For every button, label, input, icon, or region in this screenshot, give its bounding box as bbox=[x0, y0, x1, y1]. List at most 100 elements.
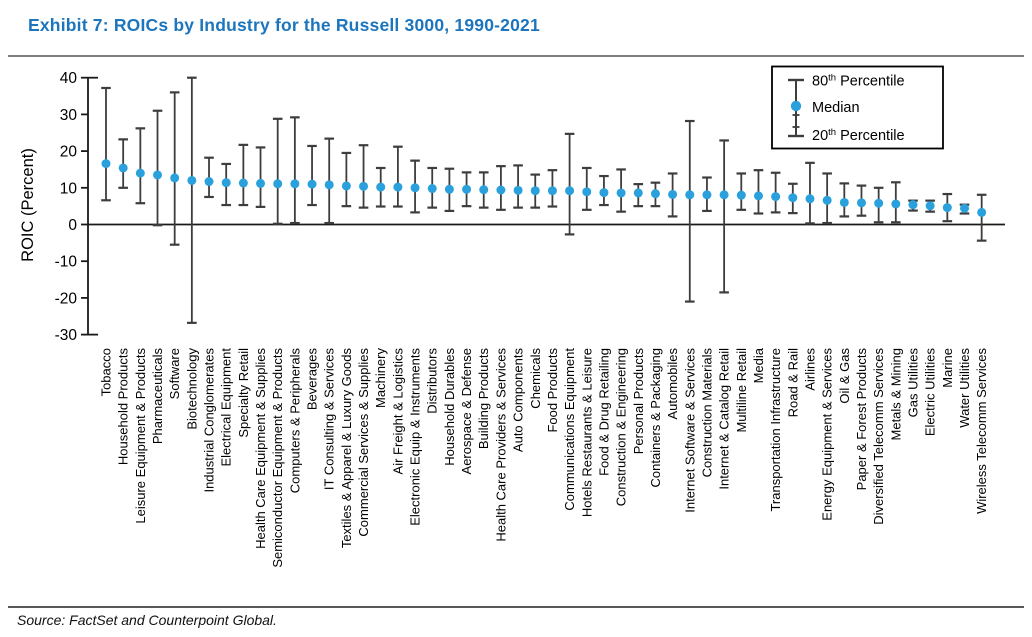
median-point bbox=[479, 185, 489, 195]
x-category-label: Electronic Equip & Instruments bbox=[408, 348, 423, 526]
x-category-label: Pharmaceuticals bbox=[150, 348, 165, 445]
error-bar bbox=[770, 171, 781, 214]
median-point bbox=[874, 198, 884, 208]
legend-label: Median bbox=[812, 100, 860, 116]
x-category-label: Electrical Equipment bbox=[219, 348, 234, 467]
error-bar bbox=[496, 165, 506, 211]
x-category-label: Multiline Retail bbox=[734, 348, 749, 433]
median-point bbox=[187, 175, 197, 185]
median-point bbox=[788, 193, 798, 203]
error-bar bbox=[238, 143, 249, 207]
median-point bbox=[771, 192, 781, 202]
error-bar bbox=[204, 156, 214, 199]
error-bar bbox=[942, 192, 953, 223]
error-bar bbox=[221, 162, 231, 207]
error-bar bbox=[410, 159, 420, 214]
x-category-label: Paper & Forest Products bbox=[854, 348, 869, 491]
error-bar bbox=[788, 182, 798, 215]
error-bar bbox=[513, 164, 523, 209]
error-bar bbox=[581, 166, 592, 211]
median-point bbox=[376, 182, 386, 192]
median-point bbox=[805, 194, 815, 204]
x-category-label: Construction Materials bbox=[699, 348, 714, 478]
median-point bbox=[238, 178, 248, 188]
x-category-label: Household Durables bbox=[442, 348, 457, 466]
x-category-label: Electric Utilities bbox=[923, 348, 938, 437]
y-tick-label: -10 bbox=[55, 254, 78, 271]
median-point bbox=[685, 190, 695, 200]
median-point bbox=[118, 163, 128, 173]
x-category-label: Communications Equipment bbox=[562, 348, 577, 511]
median-point bbox=[444, 184, 454, 194]
error-bar bbox=[616, 168, 626, 213]
y-tick-label: 30 bbox=[60, 107, 78, 124]
median-point bbox=[702, 190, 712, 200]
x-category-label: Building Products bbox=[476, 348, 491, 450]
median-point bbox=[736, 190, 746, 200]
error-bar bbox=[530, 173, 541, 209]
median-point bbox=[891, 199, 901, 209]
x-category-label: Road & Rail bbox=[785, 348, 800, 417]
median-point bbox=[153, 170, 163, 180]
median-point bbox=[616, 188, 626, 198]
legend-median-dot bbox=[790, 100, 802, 112]
x-category-label: Health Care Providers & Services bbox=[493, 348, 508, 542]
x-category-label: Tobacco bbox=[99, 348, 114, 396]
legend-label: 20th Percentile bbox=[812, 127, 905, 144]
x-category-label: Leisure Equipment & Products bbox=[133, 348, 148, 524]
error-bar bbox=[650, 181, 661, 208]
error-bar bbox=[667, 172, 678, 218]
median-point bbox=[908, 200, 918, 210]
legend: 80th Percentile Median 20th Percentile bbox=[771, 65, 944, 150]
median-point bbox=[942, 203, 952, 213]
x-category-label: Industrial Conglomerates bbox=[202, 348, 217, 493]
x-category-label: Transportation Infrastructure bbox=[768, 348, 783, 512]
median-point bbox=[599, 188, 609, 198]
median-point bbox=[204, 177, 214, 187]
x-category-label: Computers & Peripherals bbox=[287, 348, 302, 494]
x-category-label: Water Utilities bbox=[957, 348, 972, 428]
median-point bbox=[513, 185, 523, 195]
error-bar bbox=[736, 172, 747, 211]
x-category-label: Internet Software & Services bbox=[682, 348, 697, 513]
error-bar bbox=[873, 186, 884, 224]
error-bar bbox=[152, 109, 163, 227]
error-bar bbox=[719, 139, 729, 294]
error-bar bbox=[324, 137, 335, 225]
median-point bbox=[359, 181, 369, 191]
median-point bbox=[307, 179, 317, 189]
x-category-label: Diversified Telecomm Services bbox=[871, 348, 886, 525]
x-category-label: Household Products bbox=[116, 348, 131, 466]
legend-label: 80th Percentile bbox=[812, 73, 905, 90]
x-category-label: Air Freight & Logistics bbox=[390, 348, 405, 475]
x-category-label: Auto Components bbox=[511, 348, 526, 453]
median-point bbox=[925, 201, 935, 211]
x-category-label: Oil & Gas bbox=[837, 348, 852, 404]
x-category-label: IT Consulting & Services bbox=[322, 348, 337, 491]
error-bar bbox=[976, 193, 987, 242]
median-point bbox=[290, 179, 300, 189]
x-category-label: Hotels Restaurants & Leisure bbox=[579, 348, 594, 517]
error-bar bbox=[358, 144, 369, 209]
error-bar bbox=[255, 146, 266, 208]
median-point bbox=[410, 183, 420, 193]
error-bar bbox=[702, 176, 712, 213]
median-point bbox=[547, 186, 557, 196]
median-point bbox=[462, 184, 472, 194]
median-point bbox=[324, 180, 334, 190]
error-bar bbox=[393, 145, 403, 208]
median-point bbox=[496, 185, 506, 195]
x-category-label: Gas Utilities bbox=[905, 348, 920, 418]
error-bar bbox=[547, 169, 558, 208]
error-bar bbox=[891, 181, 901, 224]
x-category-label: Food Products bbox=[545, 348, 560, 433]
x-category-label: Specialty Retail bbox=[236, 348, 251, 438]
median-point bbox=[650, 189, 660, 199]
median-point bbox=[341, 181, 351, 191]
error-bar bbox=[633, 183, 644, 208]
x-category-label: Containers & Packaging bbox=[648, 348, 663, 487]
y-axis-title: ROIC (Percent) bbox=[19, 148, 37, 262]
y-tick-label: -30 bbox=[55, 327, 78, 344]
error-bar bbox=[925, 199, 935, 213]
